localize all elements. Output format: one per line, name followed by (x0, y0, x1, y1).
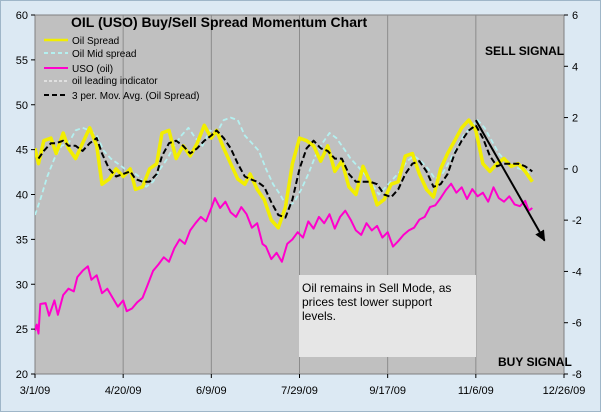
right-tick-label: -2 (572, 215, 582, 227)
left-tick-label: 30 (16, 279, 28, 291)
left-tick-label: 35 (16, 234, 28, 246)
x-tick-label: 12/26/09 (543, 385, 586, 397)
right-tick-label: 2 (572, 113, 578, 125)
right-tick-label: -8 (572, 369, 582, 381)
legend-label-moving-average: 3 per. Mov. Avg. (Oil Spread) (72, 91, 199, 102)
series-group (35, 116, 534, 335)
left-tick-label: 55 (16, 55, 28, 67)
left-tick-label: 50 (16, 100, 28, 112)
x-tick-label: 6/9/09 (196, 385, 227, 397)
left-axis: 20 25 30 35 40 45 50 55 60 (16, 10, 35, 381)
chart-title: OIL (USO) Buy/Sell Spread Momentum Chart (71, 14, 367, 30)
legend-label-uso: USO (oil) (72, 64, 113, 75)
right-tick-label: -6 (572, 318, 582, 330)
x-tick-label: 11/6/09 (458, 385, 494, 397)
right-tick-label: 0 (572, 164, 578, 176)
right-tick-label: 4 (572, 61, 578, 73)
left-tick-label: 45 (16, 145, 28, 157)
note-line-3: levels. (302, 309, 336, 323)
x-tick-label: 9/17/09 (369, 385, 406, 397)
right-tick-label: -4 (572, 266, 582, 278)
left-tick-label: 25 (16, 324, 28, 336)
x-tick-label: 3/1/09 (20, 385, 51, 397)
series-line-oil-spread (35, 118, 534, 230)
series-line-3-per-mov-avg-oil-spread (37, 124, 533, 219)
note-line-2: prices test lower support (302, 295, 433, 309)
series-line-oil-mid-spread (35, 116, 533, 216)
note-box: Oil remains in Sell Mode, as prices test… (299, 275, 476, 357)
legend-label-oil-leading: oil leading indicator (72, 76, 158, 87)
legend: Oil Spread Oil Mid spread USO (oil) oil … (44, 36, 199, 102)
right-axis: -8 -6 -4 -2 0 2 4 6 (564, 10, 582, 381)
trend-arrow (474, 119, 546, 242)
note-line-1: Oil remains in Sell Mode, as (302, 281, 451, 295)
note-background (299, 275, 476, 357)
sell-signal-label: SELL SIGNAL (485, 44, 564, 58)
left-tick-label: 20 (16, 369, 28, 381)
legend-label-oil-spread: Oil Spread (72, 36, 119, 47)
left-tick-label: 40 (16, 190, 28, 202)
legend-label-oil-mid-spread: Oil Mid spread (72, 49, 136, 60)
x-tick-label: 4/20/09 (105, 385, 142, 397)
series-line-uso-oil (35, 182, 533, 335)
x-tick-label: 7/29/09 (281, 385, 318, 397)
right-tick-label: 6 (572, 10, 578, 22)
buy-signal-label: BUY SIGNAL (498, 355, 572, 369)
left-tick-label: 60 (16, 10, 28, 22)
x-axis: 3/1/09 4/20/09 6/9/09 7/29/09 9/17/09 11/6/09… (20, 374, 586, 397)
